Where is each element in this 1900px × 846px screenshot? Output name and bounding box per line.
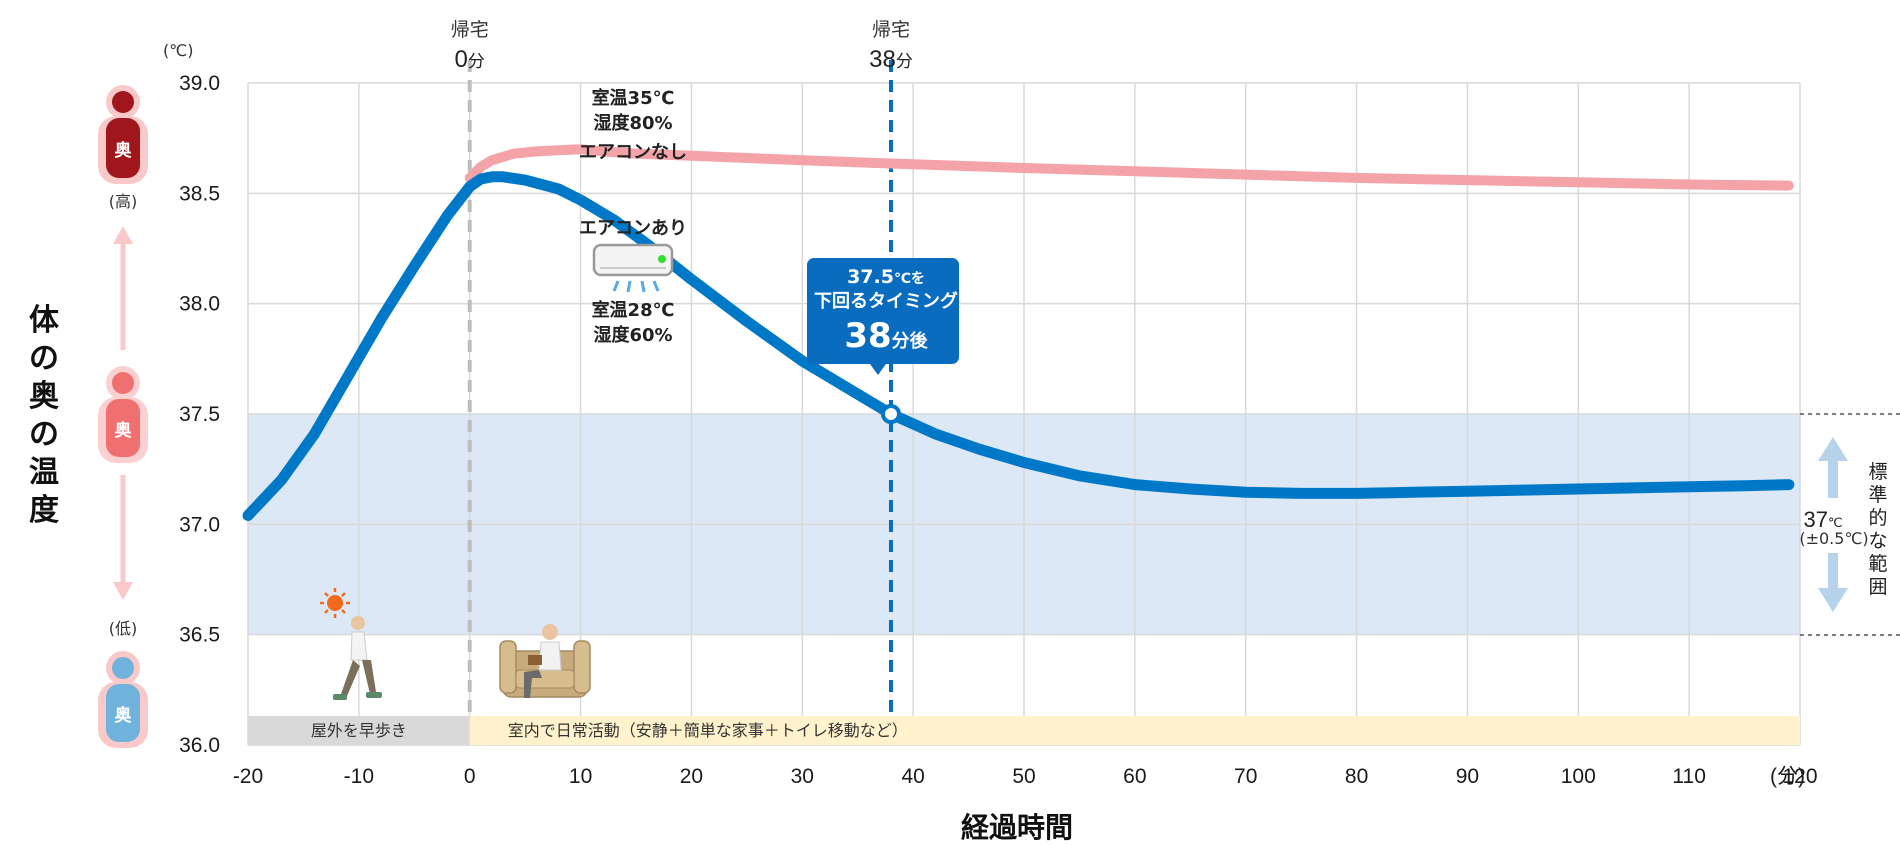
x-tick-label: 10 (569, 765, 592, 788)
svg-text:37℃: 37℃ (1803, 507, 1842, 532)
callout-timing-label: 下回るタイミング (814, 290, 958, 312)
x-tick-label: 50 (1012, 765, 1035, 788)
y-tick-label: 39.0 (179, 72, 220, 95)
range-down-arrow-icon (1818, 553, 1848, 612)
y-tick-label: 38.0 (179, 293, 220, 316)
callout-big-unit: 分後 (892, 330, 929, 352)
callout-big-number: 38 (844, 316, 891, 356)
up-arrow-icon (113, 226, 133, 350)
x-tick-label: 90 (1456, 765, 1479, 788)
x-axis-title: 経過時間 (961, 811, 1073, 844)
air-conditioner-icon (592, 243, 674, 293)
low-label: (低) (109, 619, 138, 638)
activity-indoor-label: 室内で日常活動（安静＋簡単な家事＋トイレ移動など） (508, 721, 908, 740)
series-lines (242, 144, 1795, 521)
crossing-callout: 37.5℃を 下回るタイミング 38分後 (807, 258, 959, 375)
x-tick-labels: -20 -10 0 10 20 30 40 50 60 70 80 90 100 110 120 (233, 765, 1818, 788)
marker-top-label: 帰宅 (451, 19, 489, 41)
x-tick-label: 70 (1234, 765, 1257, 788)
x-tick-label: 20 (680, 765, 703, 788)
walking-person-icon (333, 616, 382, 700)
callout-value: 37.5 (847, 266, 894, 288)
y-unit: (℃) (163, 41, 193, 60)
x-tick-label: 40 (901, 765, 924, 788)
x-unit: (分) (1770, 765, 1805, 788)
no-ac-condition-humidity: 湿度80% (593, 112, 672, 134)
x-tick-label: 60 (1123, 765, 1146, 788)
callout-value-unit: ℃を (894, 271, 925, 287)
svg-text:37.5℃を: 37.5℃を (847, 266, 925, 288)
marker-bottom-label: 38分 (869, 46, 913, 73)
x-tick-label: -20 (233, 765, 263, 788)
mid-figure-label: 奥 (115, 420, 133, 441)
series-no-ac-line (464, 144, 1794, 191)
x-tick-label: 80 (1345, 765, 1368, 788)
y-tick-labels: 36.0 36.5 37.0 37.5 38.0 38.5 39.0 (179, 72, 220, 757)
marker-top-label: 帰宅 (872, 19, 910, 41)
high-temperature-figure: 奥 (98, 85, 148, 184)
range-up-arrow-icon (1818, 437, 1848, 498)
activity-bars (248, 716, 1800, 745)
band-value-unit: ℃ (1828, 515, 1843, 530)
ac-series-label: エアコンあり (579, 218, 687, 239)
crossing-point (880, 404, 901, 424)
y-axis-title: 体の奥の温度 (29, 303, 60, 528)
no-ac-series-label: エアコンなし (579, 142, 687, 163)
svg-text:標準的な範囲: 標準的な範囲 (1868, 461, 1887, 598)
event-markers: 帰宅 0分 帰宅 38分 (451, 19, 913, 716)
sun-icon (320, 588, 350, 618)
y-tick-label: 36.5 (179, 624, 220, 647)
band-tolerance: (±0.5℃) (1799, 529, 1868, 548)
x-tick-label: 120 (1782, 765, 1817, 788)
y-tick-label: 38.5 (179, 182, 220, 205)
svg-text:38分後: 38分後 (844, 316, 928, 356)
high-label: (高) (109, 192, 138, 211)
x-tick-label: 100 (1561, 765, 1596, 788)
marker-bottom-label: 0分 (455, 46, 485, 73)
ac-condition-temp: 室温28℃ (592, 299, 675, 321)
ac-condition-humidity: 湿度60% (593, 324, 672, 346)
low-figure-label: 奥 (115, 705, 133, 726)
activity-outdoor-label: 屋外を早歩き (311, 721, 407, 740)
y-tick-label: 37.5 (179, 403, 220, 426)
y-tick-label: 37.0 (179, 513, 220, 536)
mid-temperature-figure: 奥 (98, 366, 148, 463)
series-ac-line (242, 171, 1795, 521)
no-ac-condition-temp: 室温35℃ (592, 87, 675, 109)
down-arrow-icon (113, 475, 133, 600)
band-value: 37 (1803, 507, 1827, 532)
activity-bar-0 (248, 716, 470, 745)
svg-text:体の奥の温度: 体の奥の温度 (29, 303, 60, 528)
high-figure-label: 奥 (115, 140, 133, 161)
x-tick-label: 0 (464, 765, 476, 788)
x-tick-label: 30 (791, 765, 814, 788)
x-tick-label: 110 (1672, 765, 1705, 788)
standard-range-annotation: 37℃ (±0.5℃) 標準的な範囲 (1799, 413, 1900, 636)
sofa-person-icon (499, 624, 591, 698)
activity-bar-1 (469, 716, 1800, 745)
low-temperature-figure: 奥 (98, 651, 148, 748)
y-tick-label: 36.0 (179, 734, 220, 757)
x-tick-label: -10 (344, 765, 374, 788)
